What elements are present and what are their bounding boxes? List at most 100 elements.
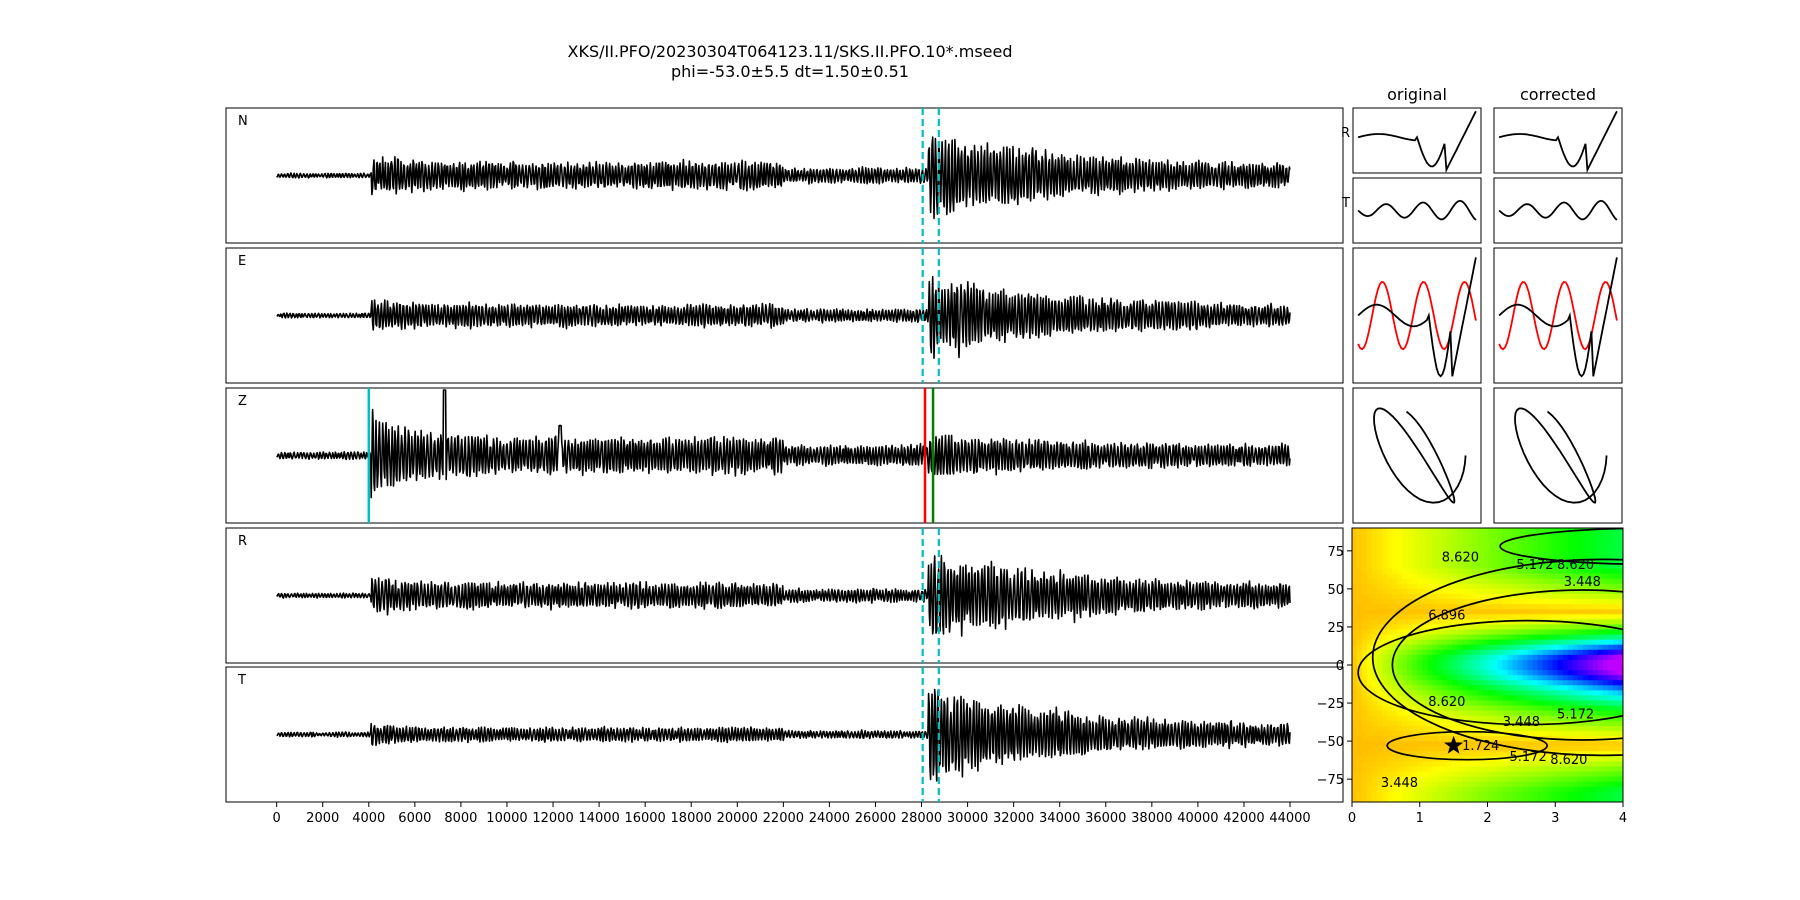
heat-cell — [1427, 715, 1433, 722]
heat-cell — [1617, 741, 1623, 747]
heat-cell — [1517, 766, 1524, 773]
heat-cell — [1612, 791, 1619, 798]
heat-cell — [1557, 695, 1564, 702]
heat-cell — [1617, 609, 1623, 615]
heat-cell — [1542, 578, 1549, 585]
heat-cell — [1502, 599, 1509, 605]
heat-cell — [1357, 746, 1363, 752]
heat-cell — [1362, 781, 1368, 788]
heat-cell — [1597, 548, 1604, 554]
heat-cell — [1352, 796, 1358, 802]
panel-label: E — [238, 254, 246, 269]
heat-cell — [1482, 659, 1489, 666]
heat-cell — [1397, 665, 1403, 671]
heat-cell — [1522, 665, 1529, 671]
heat-cell — [1387, 573, 1393, 580]
heat-cell — [1492, 629, 1499, 636]
heat-cell — [1597, 730, 1604, 737]
x-tick-label: 20000 — [717, 811, 758, 826]
heat-cell — [1352, 578, 1358, 585]
heat-cell — [1487, 796, 1494, 802]
heat-cell — [1497, 730, 1504, 737]
heat-cell — [1397, 796, 1403, 802]
heat-cell — [1562, 533, 1569, 539]
heat-cell — [1577, 599, 1584, 605]
heat-cell — [1377, 604, 1383, 610]
heat-cell — [1362, 583, 1368, 590]
heat-cell — [1417, 639, 1423, 646]
heat-cell — [1377, 670, 1383, 676]
heat-cell — [1587, 700, 1594, 707]
heat-cell — [1462, 746, 1469, 752]
heat-cell — [1482, 786, 1489, 793]
heat-cell — [1472, 685, 1479, 691]
heat-cell — [1502, 659, 1509, 666]
heat-cell — [1512, 786, 1519, 793]
heat-cell — [1482, 553, 1489, 560]
heat-cell — [1582, 533, 1589, 539]
heat-cell — [1582, 786, 1589, 793]
heat-cell — [1597, 756, 1604, 762]
heat-cell — [1502, 654, 1509, 661]
heat-cell — [1437, 781, 1443, 788]
heat-cell — [1532, 573, 1539, 580]
heat-cell — [1492, 675, 1499, 681]
heat-cell — [1537, 659, 1544, 666]
heat-cell — [1522, 680, 1529, 686]
heat-cell — [1407, 766, 1413, 773]
heat-cell — [1427, 553, 1433, 560]
heat-cell — [1397, 761, 1403, 768]
heat-cell — [1532, 563, 1539, 570]
heat-cell — [1362, 599, 1368, 605]
heat-cell — [1517, 736, 1524, 742]
heat-cell — [1577, 533, 1584, 539]
heat-cell — [1562, 659, 1569, 666]
heat-cell — [1587, 634, 1594, 641]
heat-cell — [1467, 639, 1474, 646]
heat-cell — [1382, 573, 1388, 580]
heat-cell — [1442, 761, 1448, 768]
heat-cell — [1522, 588, 1529, 595]
heat-cell — [1582, 736, 1589, 742]
heat-cell — [1472, 771, 1479, 778]
heat-cell — [1452, 695, 1458, 702]
heat-cell — [1462, 675, 1469, 681]
heat-cell — [1552, 725, 1559, 732]
heat-cell — [1557, 786, 1564, 793]
small-panel-frame — [1352, 247, 1482, 384]
heat-cell — [1602, 639, 1609, 646]
heat-cell — [1357, 604, 1363, 610]
heat-cell — [1542, 725, 1549, 732]
heat-cell — [1512, 791, 1519, 798]
heat-cell — [1497, 791, 1504, 798]
heat-cell — [1417, 573, 1423, 580]
heat-cell — [1357, 796, 1363, 802]
heat-cell — [1387, 649, 1393, 656]
x-tick-label: 40000 — [1177, 811, 1218, 826]
heat-cell — [1437, 553, 1443, 560]
heat-cell — [1382, 599, 1388, 605]
contour-label: 1.724 — [1462, 739, 1499, 754]
heat-cell — [1452, 690, 1458, 697]
heat-cell — [1597, 741, 1604, 747]
heat-cell — [1567, 670, 1574, 676]
heat-cell — [1542, 634, 1549, 641]
heat-cell — [1402, 624, 1408, 631]
heat-cell — [1587, 746, 1594, 752]
heat-cell — [1362, 730, 1368, 737]
heat-cell — [1442, 573, 1448, 580]
heat-cell — [1482, 791, 1489, 798]
heat-cell — [1597, 659, 1604, 666]
heat-cell — [1507, 624, 1514, 631]
heat-cell — [1547, 593, 1554, 600]
heat-cell — [1552, 659, 1559, 666]
contour-label: 8.620 — [1442, 550, 1479, 565]
heat-cell — [1612, 639, 1619, 646]
heat-cell — [1542, 710, 1549, 717]
heat-cell — [1412, 751, 1418, 757]
heat-cell — [1407, 776, 1413, 783]
heat-cell — [1482, 649, 1489, 656]
heat-cell — [1597, 685, 1604, 691]
heat-cell — [1352, 665, 1358, 671]
heat-cell — [1562, 685, 1569, 691]
